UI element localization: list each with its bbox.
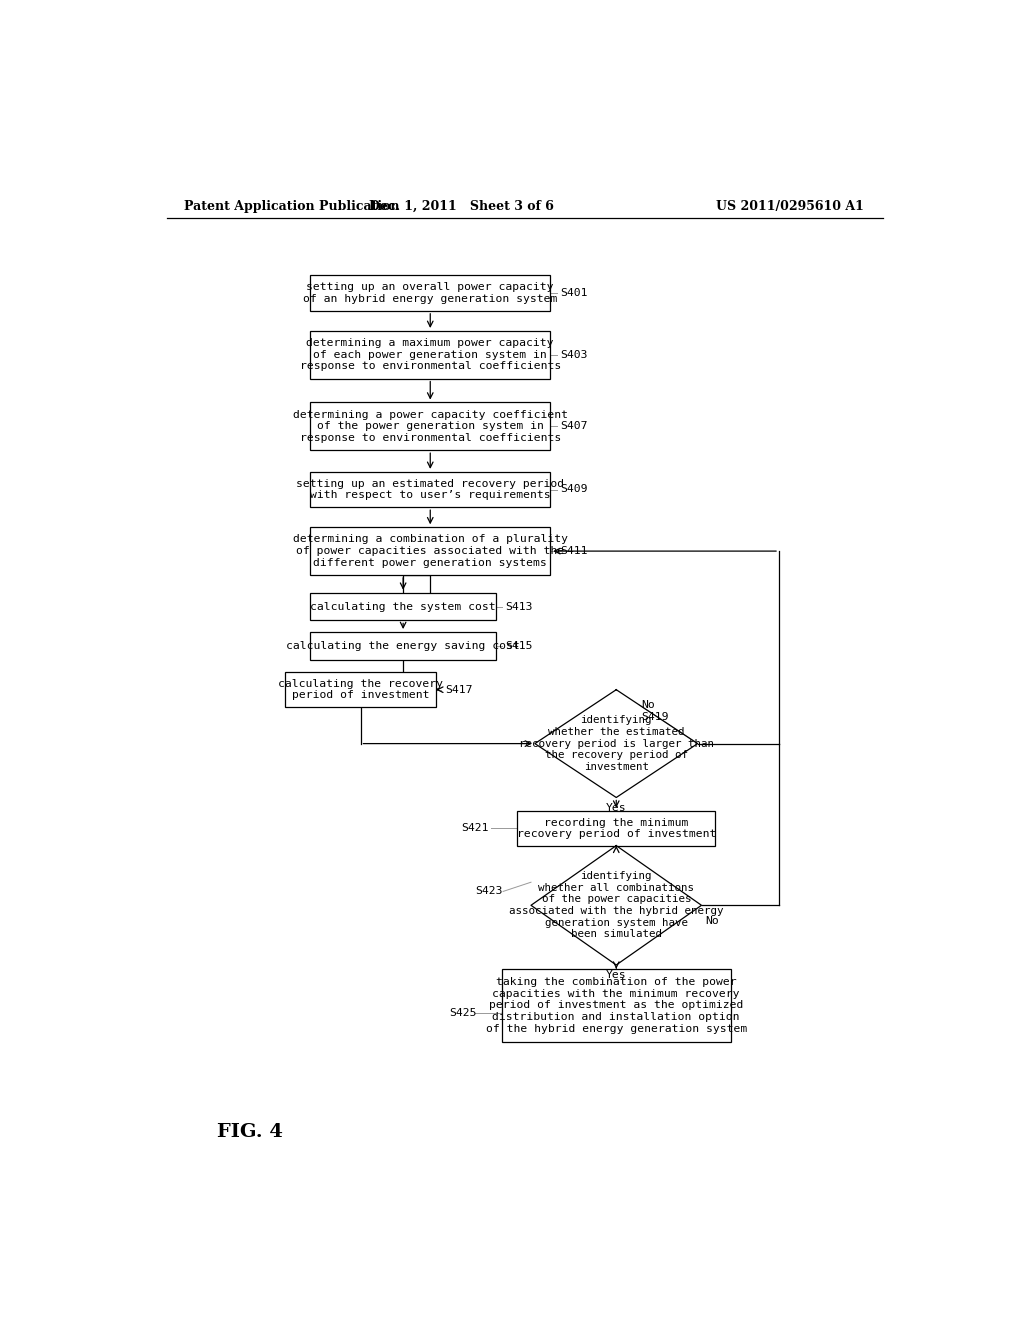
Text: Yes: Yes [606,803,627,813]
Bar [310,527,550,576]
Text: No: No [706,916,719,925]
Bar [310,593,496,620]
Bar [310,331,550,379]
Text: Patent Application Publication: Patent Application Publication [183,199,399,213]
Text: FIG. 4: FIG. 4 [217,1123,283,1142]
Text: calculating the system cost: calculating the system cost [310,602,496,611]
Text: No: No [641,700,654,710]
Text: calculating the recovery
period of investment: calculating the recovery period of inves… [278,678,443,701]
Text: taking the combination of the power
capacities with the minimum recovery
period : taking the combination of the power capa… [485,977,746,1034]
Text: recording the minimum
recovery period of investment: recording the minimum recovery period of… [516,817,716,840]
Text: Dec. 1, 2011   Sheet 3 of 6: Dec. 1, 2011 Sheet 3 of 6 [369,199,554,213]
Text: S409: S409 [560,484,588,495]
Text: setting up an overall power capacity
of an hybrid energy generation system: setting up an overall power capacity of … [303,282,557,304]
Text: S411: S411 [560,546,588,556]
Bar [310,471,550,507]
Text: determining a power capacity coefficient
of the power generation system in
respo: determining a power capacity coefficient… [293,409,567,444]
Text: S425: S425 [450,1008,477,1018]
Bar [285,672,436,708]
Bar [502,969,730,1041]
Text: S419: S419 [641,713,669,722]
Text: US 2011/0295610 A1: US 2011/0295610 A1 [717,199,864,213]
Bar [310,276,550,312]
Text: S415: S415 [506,640,532,651]
Text: S417: S417 [445,685,472,694]
Text: S423: S423 [475,887,503,896]
Text: identifying
whether the estimated
recovery period is larger than
the recovery pe: identifying whether the estimated recove… [519,715,714,772]
Bar [517,810,715,846]
Text: determining a combination of a plurality
of power capacities associated with the: determining a combination of a plurality… [293,535,567,568]
Bar [310,403,550,450]
Text: S401: S401 [560,288,588,298]
Text: calculating the energy saving cost: calculating the energy saving cost [287,640,520,651]
Bar [310,632,496,660]
Text: setting up an estimated recovery period
with respect to user’s requirements: setting up an estimated recovery period … [296,479,564,500]
Text: determining a maximum power capacity
of each power generation system in
response: determining a maximum power capacity of … [300,338,561,371]
Text: S421: S421 [461,824,488,833]
Text: S403: S403 [560,350,588,360]
Text: identifying
whether all combinations
of the power capacities
associated with the: identifying whether all combinations of … [509,871,724,940]
Text: S413: S413 [506,602,532,611]
Text: Yes: Yes [606,970,627,979]
Text: S407: S407 [560,421,588,432]
